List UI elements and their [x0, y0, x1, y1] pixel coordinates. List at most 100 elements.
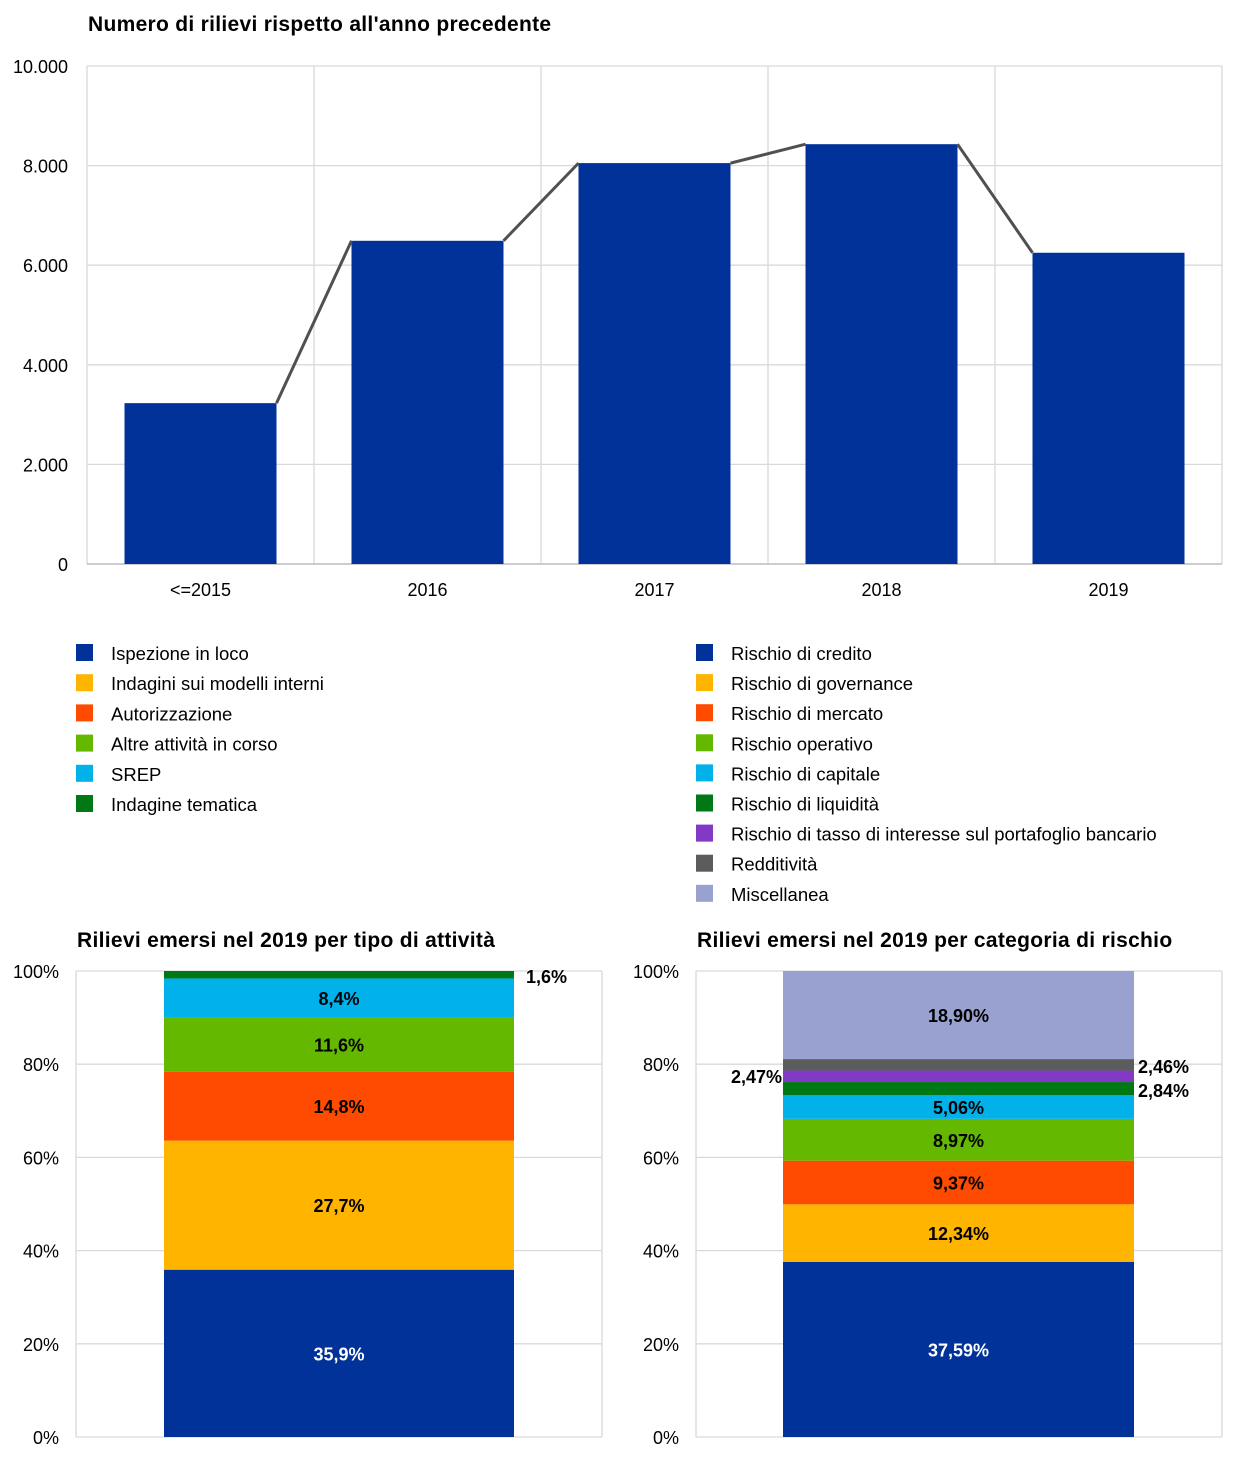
- bar: [351, 240, 504, 564]
- stack-segment: [164, 971, 514, 979]
- legend-item: Rischio operativo: [696, 733, 873, 754]
- stack-segment: [164, 978, 514, 1018]
- legend-item: Autorizzazione: [76, 703, 232, 724]
- legend-swatch: [696, 674, 713, 692]
- legend-swatch: [76, 674, 93, 692]
- x-tick-label: 2019: [1088, 580, 1128, 600]
- data-label: 27,7%: [313, 1196, 364, 1216]
- data-label: 37,59%: [928, 1340, 989, 1360]
- legend-label: Rischio di credito: [731, 643, 872, 664]
- y-tick-label: 100%: [633, 962, 679, 982]
- trend-line-segment: [956, 143, 1034, 254]
- data-label: 5,06%: [933, 1098, 984, 1118]
- stack-segment: [783, 1059, 1134, 1071]
- data-label: 8,97%: [933, 1131, 984, 1151]
- y-tick-label: 0%: [653, 1428, 679, 1448]
- legend-label: SREP: [111, 764, 161, 785]
- stack-segment: [783, 1070, 1134, 1083]
- legend-swatch: [76, 704, 93, 722]
- legend-swatch: [76, 734, 93, 752]
- y-tick-label: 60%: [643, 1148, 679, 1168]
- legend-swatch: [696, 824, 713, 842]
- legend-label: Ispezione in loco: [111, 643, 249, 664]
- legend-item: Miscellanea: [696, 884, 829, 905]
- stack-segment: [164, 1017, 514, 1072]
- stack-segment: [783, 971, 1134, 1060]
- top-bar-chart: 0 2.000 4.000 6.000 8.000 10.000 <=2015 2016 201…: [13, 57, 1223, 600]
- legend-risk: Rischio di credito Rischio di governance R…: [696, 643, 1157, 905]
- stack-segment: [164, 1269, 514, 1437]
- data-label: 2,46%: [1138, 1057, 1189, 1077]
- risk-chart-title: Rilievi emersi nel 2019 per categoria di…: [697, 929, 1172, 952]
- legend-swatch: [696, 884, 713, 902]
- x-tick-label: 2017: [634, 580, 674, 600]
- legend-label: Rischio di governance: [731, 673, 913, 694]
- y-tick-label: 80%: [643, 1055, 679, 1075]
- trend-line-segment: [502, 162, 580, 242]
- data-label: 2,47%: [731, 1067, 782, 1087]
- stack-segment: [783, 1118, 1134, 1161]
- legend-label: Indagine tematica: [111, 794, 258, 815]
- stack-segment: [783, 1160, 1134, 1205]
- trend-line-segment: [275, 240, 353, 404]
- legend-item: Rischio di liquidità: [696, 794, 880, 815]
- data-label: 12,34%: [928, 1224, 989, 1244]
- activity-stacked-chart: 0% 20% 40% 60% 80% 100% 35,9% 27,7% 14,8% 11,6% 8,…: [13, 962, 603, 1448]
- legend-item: Rischio di governance: [696, 673, 913, 694]
- y-tick-label: 80%: [23, 1055, 59, 1075]
- risk-stacked-chart: 0% 20% 40% 60% 80% 100% 37,59% 12,34% 9,37% 8,97%…: [633, 962, 1223, 1448]
- legend-swatch: [696, 794, 713, 812]
- bar: [805, 144, 958, 564]
- data-label: 1,6%: [526, 967, 567, 987]
- legend-swatch: [696, 704, 713, 722]
- legend-item: Altre attività in corso: [76, 734, 278, 755]
- y-tick-label: 0: [58, 555, 68, 575]
- legend-item: Rischio di credito: [696, 643, 872, 664]
- legend-label: Rischio di tasso di interesse sul portaf…: [731, 824, 1157, 845]
- legend-item: Rischio di capitale: [696, 763, 880, 784]
- y-tick-label: 4.000: [23, 356, 68, 376]
- legend-swatch: [696, 764, 713, 782]
- legend-label: Indagini sui modelli interni: [111, 673, 324, 694]
- y-tick-label: 40%: [23, 1242, 59, 1262]
- y-tick-label: 20%: [23, 1335, 59, 1355]
- legend-item: Ispezione in loco: [76, 643, 249, 664]
- bar: [1032, 252, 1185, 564]
- legend-swatch: [696, 734, 713, 752]
- legend-label: Rischio operativo: [731, 733, 873, 754]
- y-tick-label: 6.000: [23, 256, 68, 276]
- y-tick-label: 20%: [643, 1335, 679, 1355]
- bar: [124, 403, 277, 564]
- legend-label: Redditività: [731, 854, 818, 875]
- stack-segment: [783, 1082, 1134, 1096]
- data-label: 2,84%: [1138, 1081, 1189, 1101]
- stack-segment: [783, 1204, 1134, 1262]
- legend-item: Redditività: [696, 854, 818, 875]
- legend-swatch: [76, 644, 93, 661]
- legend-swatch: [76, 764, 93, 782]
- data-label: 35,9%: [313, 1344, 364, 1364]
- x-tick-label: <=2015: [170, 580, 231, 600]
- data-label: 14,8%: [313, 1097, 364, 1117]
- legend-label: Rischio di capitale: [731, 763, 880, 784]
- top-chart-title: Numero di rilievi rispetto all'anno prec…: [88, 13, 551, 36]
- legend-label: Autorizzazione: [111, 703, 232, 724]
- legend-item: Rischio di mercato: [696, 703, 883, 724]
- y-tick-label: 10.000: [13, 57, 68, 77]
- activity-chart-title: Rilievi emersi nel 2019 per tipo di atti…: [77, 929, 495, 952]
- y-tick-label: 8.000: [23, 157, 68, 177]
- data-label: 8,4%: [318, 989, 359, 1009]
- y-tick-label: 0%: [33, 1428, 59, 1448]
- stack-segment: [164, 1071, 514, 1141]
- stack-segment: [783, 1261, 1134, 1437]
- y-tick-label: 2.000: [23, 455, 68, 475]
- x-tick-label: 2016: [407, 580, 447, 600]
- y-tick-label: 60%: [23, 1148, 59, 1168]
- legend-activity: Ispezione in loco Indagini sui modelli in…: [76, 643, 324, 815]
- legend-item: SREP: [76, 764, 161, 785]
- bar: [578, 163, 731, 565]
- legend-swatch: [696, 644, 713, 661]
- legend-label: Rischio di mercato: [731, 703, 883, 724]
- legend-item: Indagini sui modelli interni: [76, 673, 324, 694]
